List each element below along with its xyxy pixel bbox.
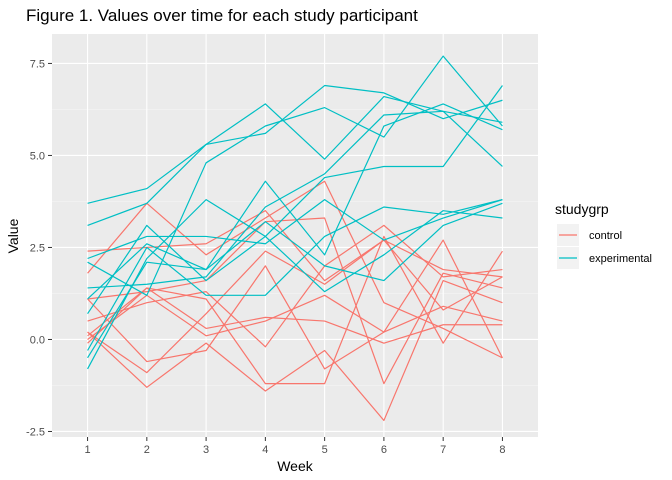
- series-line-control-5: [87, 287, 503, 344]
- series-lines: [87, 55, 503, 422]
- series-line-control-3: [87, 239, 503, 370]
- x-tick-label: 6: [381, 444, 387, 456]
- x-tick-label: 8: [499, 444, 505, 456]
- y-tick-label: 2.5: [30, 242, 45, 254]
- series-line-control-1: [87, 279, 503, 422]
- x-axis-ticks: 1 2 3 4 5 6 7 8: [84, 437, 506, 456]
- legend-label-experimental: experimental: [589, 253, 652, 265]
- plot-panel: [52, 34, 538, 437]
- series-line-experimental-12: [87, 84, 503, 226]
- series-line-experimental-13: [87, 55, 503, 296]
- y-tick-label: 7.5: [30, 58, 45, 70]
- x-tick-label: 5: [322, 444, 328, 456]
- series-line-experimental-11: [87, 95, 503, 204]
- legend-title: studygrp: [555, 201, 609, 217]
- series-line-experimental-17: [87, 199, 503, 260]
- series-line-control-7: [87, 210, 503, 282]
- legend-label-control: control: [589, 230, 622, 242]
- series-line-experimental-16: [87, 85, 503, 315]
- series-line-experimental-18: [87, 199, 503, 370]
- x-tick-label: 2: [144, 444, 150, 456]
- y-tick-label: 5.0: [30, 150, 45, 162]
- y-axis-ticks: -2.5 0.0 2.5 5.0 7.5: [26, 58, 52, 438]
- x-axis-title: Week: [277, 458, 314, 474]
- series-line-control-9: [87, 224, 503, 348]
- grid-major-lines: [52, 34, 538, 437]
- y-axis-title: Value: [5, 218, 21, 253]
- x-tick-label: 7: [440, 444, 446, 456]
- x-tick-label: 3: [203, 444, 209, 456]
- legend: studygrp control experimental: [555, 201, 652, 269]
- x-tick-label: 1: [84, 444, 90, 456]
- series-line-experimental-15: [87, 110, 503, 289]
- y-tick-label: 0.0: [30, 334, 45, 346]
- series-line-control-8: [87, 239, 503, 374]
- x-tick-label: 4: [262, 444, 268, 456]
- chart-title: Figure 1. Values over time for each stud…: [26, 6, 418, 25]
- series-line-experimental-20: [87, 202, 503, 359]
- series-line-experimental-19: [87, 199, 503, 351]
- series-line-control-10: [87, 217, 503, 385]
- y-tick-label: -2.5: [26, 426, 45, 438]
- series-line-control-6: [87, 294, 503, 340]
